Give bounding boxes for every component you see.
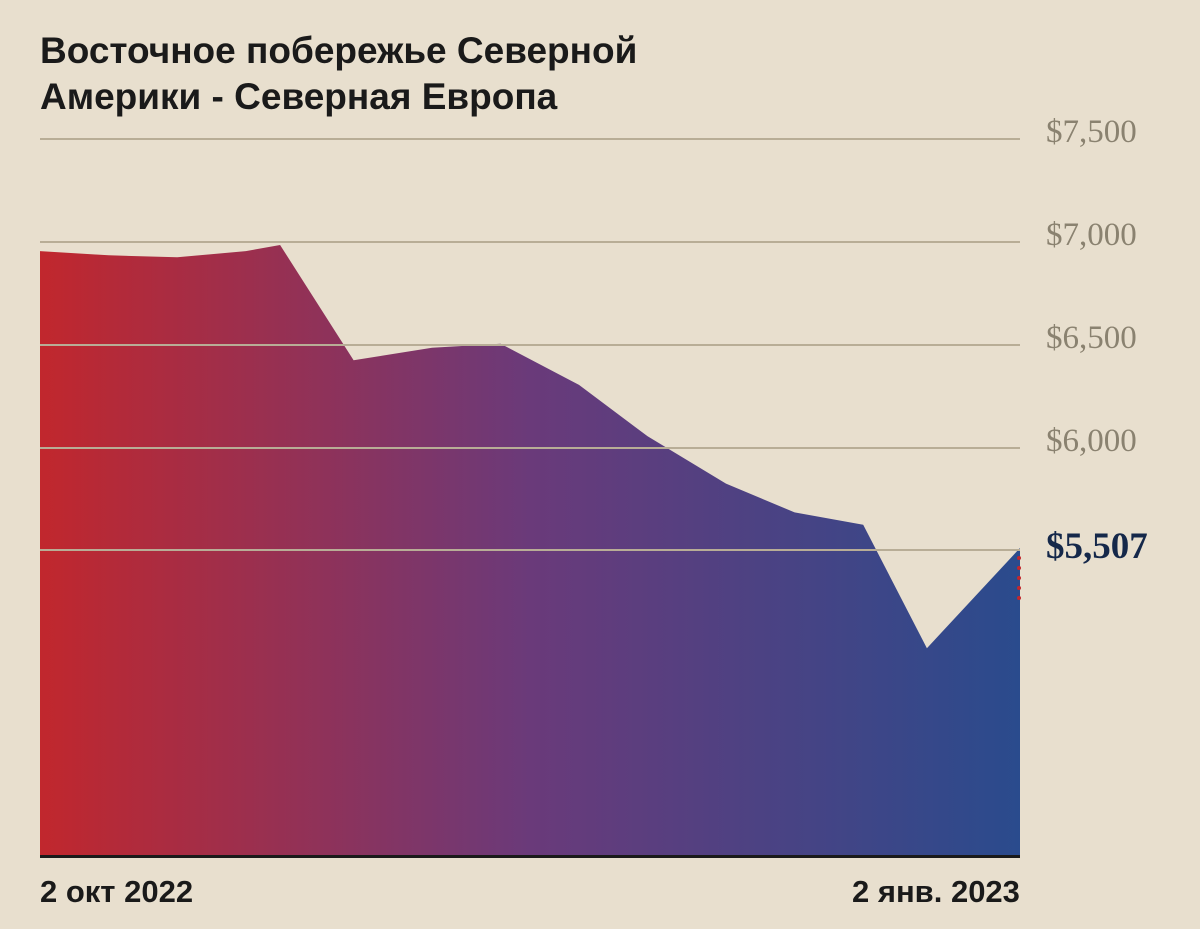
gridline <box>40 344 1020 346</box>
gridline <box>40 549 1020 551</box>
y-tick-label: $6,500 <box>1046 320 1137 357</box>
x-axis-end-label: 2 янв. 2023 <box>852 874 1020 910</box>
chart-title: Восточное побережье Северной Америки - С… <box>40 28 637 121</box>
gridline <box>40 447 1020 449</box>
y-tick-label: $7,000 <box>1046 217 1137 254</box>
chart-canvas: Восточное побережье Северной Америки - С… <box>0 0 1200 929</box>
y-tick-label: $6,000 <box>1046 423 1137 460</box>
area-fill <box>40 138 1020 858</box>
gridline <box>40 241 1020 243</box>
marker-dot <box>1017 596 1021 600</box>
marker-dot <box>1017 586 1021 590</box>
y-tick-label: $7,500 <box>1046 114 1137 151</box>
title-line-2: Америки - Северная Европа <box>40 76 557 117</box>
marker-dot <box>1017 576 1021 580</box>
marker-dot <box>1017 566 1021 570</box>
gridline <box>40 138 1020 140</box>
plot-area <box>40 138 1020 858</box>
marker-dot <box>1017 556 1021 560</box>
title-line-1: Восточное побережье Северной <box>40 30 637 71</box>
final-value-label: $5,507 <box>1046 525 1148 568</box>
x-axis-start-label: 2 окт 2022 <box>40 874 193 910</box>
final-value-text: $5,507 <box>1046 526 1148 567</box>
